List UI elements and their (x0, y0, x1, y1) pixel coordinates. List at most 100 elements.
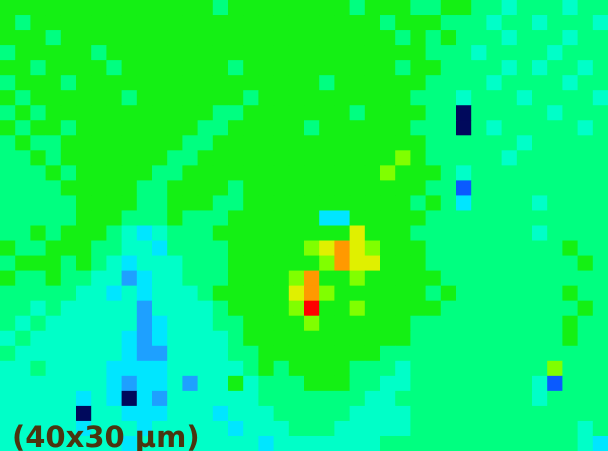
heatmap-cell (122, 150, 138, 166)
heatmap-cell (304, 301, 320, 317)
heatmap-cell (365, 90, 381, 106)
heatmap-cell (562, 226, 578, 242)
heatmap-cell (198, 15, 214, 31)
heatmap-cell (182, 241, 198, 257)
heatmap-cell (410, 15, 426, 31)
heatmap-cell (274, 406, 290, 422)
heatmap-cell (350, 286, 366, 302)
heatmap-cell (441, 241, 457, 257)
heatmap-cell (61, 90, 77, 106)
heatmap-cell (198, 120, 214, 136)
heatmap-cell (319, 180, 335, 196)
heatmap-cell (152, 75, 168, 91)
heatmap-cell (517, 45, 533, 61)
heatmap-cell (456, 0, 472, 16)
heatmap-cell (426, 75, 442, 91)
heatmap-cell (578, 120, 594, 136)
heatmap-cell (319, 135, 335, 151)
heatmap-cell (517, 361, 533, 377)
heatmap-cell (562, 421, 578, 437)
heatmap-cell (122, 180, 138, 196)
heatmap-cell (395, 180, 411, 196)
heatmap-cell (106, 271, 122, 287)
heatmap-cell (228, 346, 244, 362)
heatmap-cell (547, 210, 563, 226)
heatmap-cell (274, 421, 290, 437)
heatmap-cell (304, 15, 320, 31)
heatmap-cell (319, 120, 335, 136)
heatmap-cell (61, 210, 77, 226)
heatmap-cell (304, 391, 320, 407)
heatmap-cell (137, 361, 153, 377)
heatmap-cell (471, 346, 487, 362)
heatmap-cell (441, 45, 457, 61)
heatmap-cell (76, 376, 92, 392)
heatmap-cell (213, 210, 229, 226)
heatmap-cell (578, 75, 594, 91)
heatmap-cell (30, 256, 46, 272)
heatmap-cell (578, 271, 594, 287)
heatmap-cell (304, 421, 320, 437)
heatmap-cell (167, 120, 183, 136)
heatmap-cell (410, 421, 426, 437)
heatmap-cell (365, 271, 381, 287)
heatmap-cell (578, 150, 594, 166)
heatmap-cell (350, 120, 366, 136)
heatmap-cell (517, 135, 533, 151)
heatmap-cell (198, 421, 214, 437)
heatmap-cell (137, 195, 153, 211)
heatmap-cell (471, 75, 487, 91)
heatmap-cell (258, 15, 274, 31)
heatmap-cell (593, 135, 608, 151)
heatmap-cell (61, 30, 77, 46)
heatmap-cell (532, 421, 548, 437)
heatmap-cell (517, 195, 533, 211)
heatmap-cell (395, 271, 411, 287)
heatmap-cell (578, 316, 594, 332)
heatmap-cell (274, 120, 290, 136)
heatmap-cell (456, 135, 472, 151)
heatmap-cell (441, 195, 457, 211)
heatmap-cell (198, 135, 214, 151)
heatmap-cell (410, 45, 426, 61)
heatmap-cell (274, 90, 290, 106)
heatmap-cell (289, 256, 305, 272)
heatmap-cell (456, 301, 472, 317)
heatmap-cell (410, 271, 426, 287)
heatmap-cell (0, 286, 16, 302)
heatmap-cell (274, 45, 290, 61)
heatmap-cell (593, 105, 608, 121)
heatmap-cell (593, 436, 608, 451)
heatmap-cell (334, 256, 350, 272)
heatmap-cell (502, 436, 518, 451)
heatmap-cell (274, 241, 290, 257)
heatmap-cell (334, 436, 350, 451)
heatmap-cell (350, 0, 366, 16)
heatmap-cell (289, 316, 305, 332)
heatmap-cell (426, 135, 442, 151)
heatmap-cell (517, 376, 533, 392)
size-annotation: (40x30 µm) (12, 420, 200, 451)
heatmap-cell (532, 406, 548, 422)
heatmap-cell (243, 376, 259, 392)
heatmap-cell (562, 105, 578, 121)
heatmap-cell (15, 15, 31, 31)
heatmap-cell (593, 241, 608, 257)
heatmap-cell (410, 406, 426, 422)
heatmap-cell (198, 210, 214, 226)
heatmap-cell (471, 241, 487, 257)
heatmap-cell (137, 391, 153, 407)
heatmap-cell (365, 226, 381, 242)
heatmap-cell (426, 361, 442, 377)
heatmap-cell (486, 301, 502, 317)
heatmap-cell (395, 316, 411, 332)
heatmap-cell (578, 105, 594, 121)
heatmap-cell (471, 316, 487, 332)
heatmap-cell (137, 301, 153, 317)
heatmap-cell (0, 271, 16, 287)
heatmap-cell (30, 105, 46, 121)
heatmap-cell (456, 406, 472, 422)
heatmap-cell (441, 105, 457, 121)
heatmap-cell (562, 120, 578, 136)
heatmap-cell (304, 60, 320, 76)
